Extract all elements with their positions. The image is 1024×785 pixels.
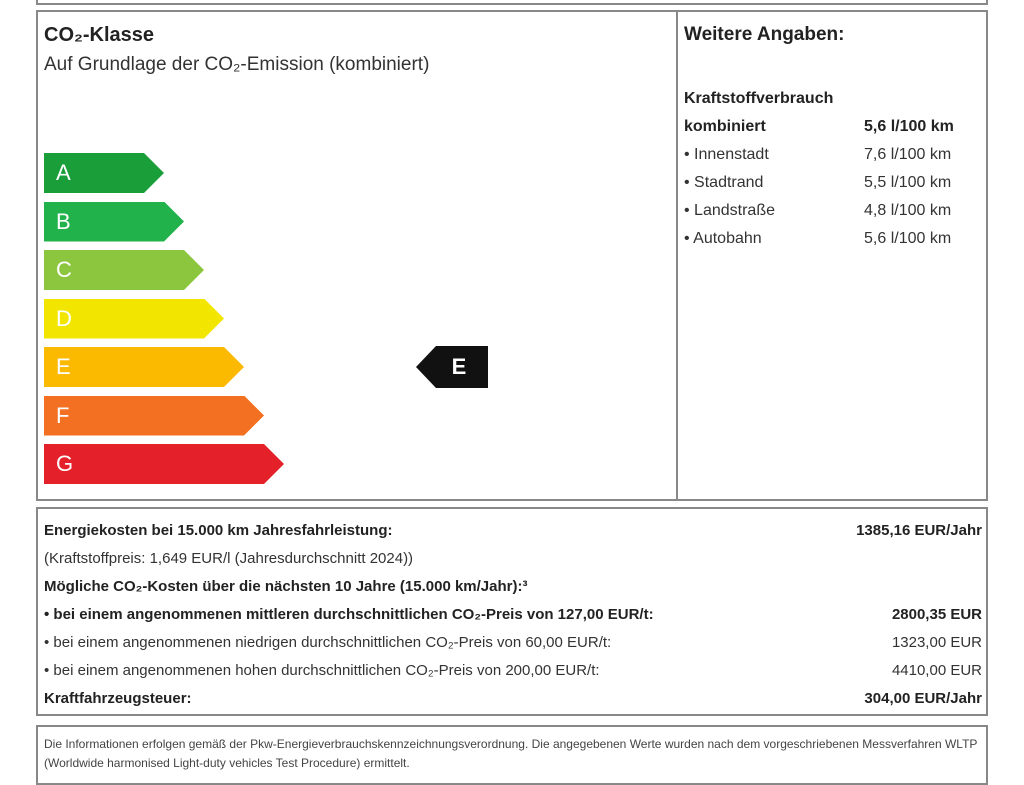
consumption-label: kombiniert — [684, 118, 766, 135]
cost-value: 4410,00 EUR — [891, 662, 982, 679]
fuel-consumption-heading: Kraftstoffverbrauch — [684, 90, 834, 107]
consumption-value: 5,6 l/100 km — [864, 230, 952, 247]
class-arrow-c: C — [44, 250, 204, 290]
co2-label-panel: CO₂-Klasse Auf Grundlage der CO₂-Emissio… — [36, 10, 988, 501]
cost-label: (Kraftstoffpreis: 1,649 EUR/l (Jahresdur… — [44, 550, 414, 567]
class-arrow-b: B — [44, 202, 184, 242]
cost-label: Kraftfahrzeugsteuer: — [44, 690, 192, 707]
cost-line: • bei einem angenommenen hohen durchschn… — [44, 657, 982, 685]
cost-label: Mögliche CO₂-Kosten über die nächsten 10… — [44, 578, 528, 595]
class-arrow-f: F — [44, 396, 264, 436]
consumption-value: 5,6 l/100 km — [864, 118, 954, 135]
consumption-value: 7,6 l/100 km — [864, 146, 952, 163]
top-frame — [36, 0, 988, 5]
consumption-row: • Autobahn 5,6 l/100 km — [684, 230, 982, 248]
cost-line: Energiekosten bei 15.000 km Jahresfahrle… — [44, 517, 982, 545]
cost-line: Mögliche CO₂-Kosten über die nächsten 10… — [44, 573, 982, 601]
consumption-value: 5,5 l/100 km — [864, 174, 952, 191]
cost-label: • bei einem angenommenen mittleren durch… — [44, 606, 654, 623]
costs-panel: Energiekosten bei 15.000 km Jahresfahrle… — [36, 507, 988, 716]
class-arrow-e: E — [44, 347, 244, 387]
cost-value: 304,00 EUR/Jahr — [864, 690, 982, 707]
cost-line: Kraftfahrzeugsteuer: 304,00 EUR/Jahr — [44, 685, 982, 713]
cost-label: • bei einem angenommenen niedrigen durch… — [44, 634, 612, 651]
consumption-row: • Innenstadt 7,6 l/100 km — [684, 146, 982, 164]
cost-line: (Kraftstoffpreis: 1,649 EUR/l (Jahresdur… — [44, 545, 982, 573]
cost-label: • bei einem angenommenen hohen durchschn… — [44, 662, 600, 679]
consumption-label: • Stadtrand — [684, 174, 764, 191]
footnote: Die Informationen erfolgen gemäß der Pkw… — [36, 725, 988, 785]
current-class-indicator: E — [416, 346, 488, 388]
cost-value: 1323,00 EUR — [891, 634, 982, 651]
class-arrow-a: A — [44, 153, 164, 193]
consumption-label: • Autobahn — [684, 230, 762, 247]
consumption-label: • Innenstadt — [684, 146, 769, 163]
co2-class-subtitle: Auf Grundlage der CO₂-Emission (kombinie… — [44, 54, 430, 75]
cost-line: • bei einem angenommenen mittleren durch… — [44, 601, 982, 629]
further-title: Weitere Angaben: — [684, 24, 845, 45]
cost-label: Energiekosten bei 15.000 km Jahresfahrle… — [44, 522, 393, 539]
cost-value: 1385,16 EUR/Jahr — [856, 522, 982, 539]
class-arrow-g: G — [44, 444, 284, 484]
co2-class-title: CO₂-Klasse — [44, 24, 155, 46]
consumption-row: • Landstraße 4,8 l/100 km — [684, 202, 982, 220]
cost-value: 2800,35 EUR — [891, 606, 982, 623]
consumption-label: • Landstraße — [684, 202, 775, 219]
consumption-value: 4,8 l/100 km — [864, 202, 952, 219]
divider — [676, 12, 678, 499]
consumption-row: kombiniert 5,6 l/100 km — [684, 118, 982, 136]
class-arrow-d: D — [44, 299, 224, 339]
cost-line: • bei einem angenommenen niedrigen durch… — [44, 629, 982, 657]
consumption-row: • Stadtrand 5,5 l/100 km — [684, 174, 982, 192]
